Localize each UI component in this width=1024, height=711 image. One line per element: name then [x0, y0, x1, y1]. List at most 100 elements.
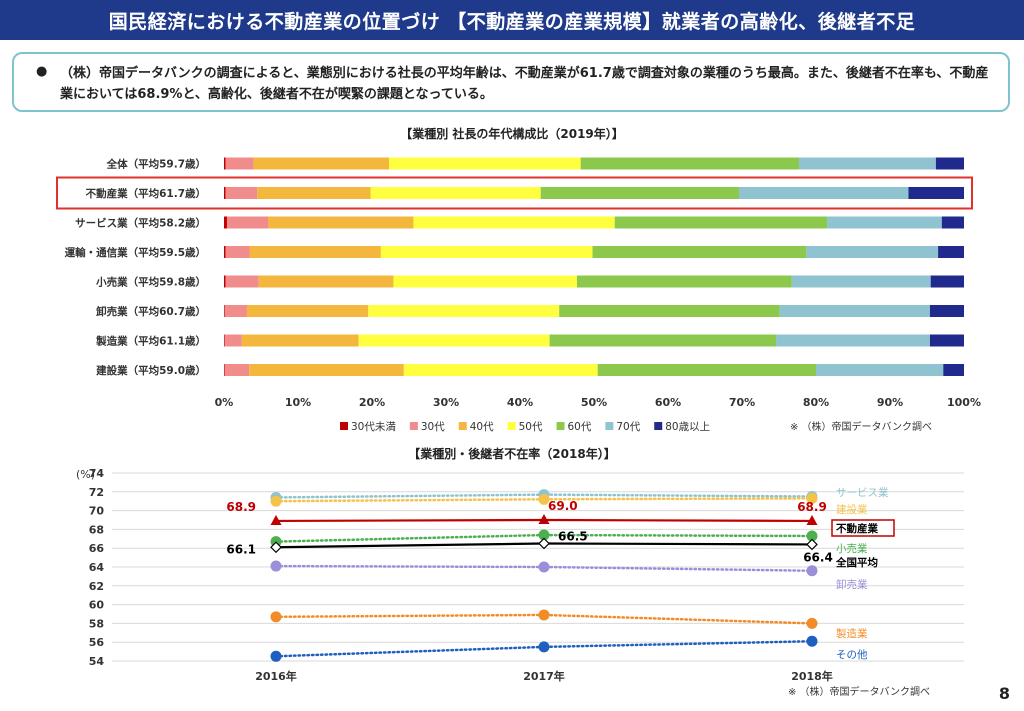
data-point [538, 609, 550, 621]
bar-segment [226, 216, 269, 229]
bar-segment [941, 216, 964, 229]
legend-swatch [507, 422, 516, 430]
bar-segment [559, 305, 780, 317]
bar-segment [798, 157, 936, 170]
bar-segment [930, 275, 964, 288]
data-label: 66.4 [803, 550, 833, 564]
bar-segment [224, 246, 226, 258]
data-point [538, 529, 550, 541]
category-label: 製造業（平均61.1歳） [95, 335, 206, 348]
highlight-frame [831, 519, 895, 537]
x-tick-label: 100% [947, 396, 981, 409]
series-label: 不動産業 [836, 522, 878, 535]
bar-segment [614, 216, 828, 229]
x-tick-label: 30% [433, 396, 459, 409]
category-label: 建設業（平均59.0歳） [95, 364, 206, 377]
data-point [806, 514, 818, 525]
series-label: サービス業 [836, 486, 889, 499]
bar-segment [224, 334, 242, 347]
bar-segment [225, 275, 259, 288]
bar-segment [549, 334, 777, 347]
bar-segment [791, 275, 931, 288]
data-point [270, 611, 282, 623]
x-tick-label: 0% [215, 396, 234, 409]
bar-segment [241, 334, 359, 347]
legend-swatch [654, 422, 663, 430]
bar-segment [739, 187, 909, 199]
bar-segment [389, 157, 581, 170]
summary-note: ● （株）帝国データバンクの調査によると、業態別における社長の平均年齢は、不動産… [12, 52, 1010, 112]
legend-label: 40代 [470, 421, 494, 433]
bar-segment [225, 157, 254, 170]
y-tick-label: 68 [89, 523, 104, 536]
category-label: 全体（平均59.7歳） [106, 158, 206, 171]
data-point [538, 537, 550, 550]
y-tick-label: 72 [89, 486, 104, 499]
x-tick-label: 40% [507, 396, 533, 409]
bar-segment [592, 246, 807, 258]
x-tick-label: 2017年 [523, 669, 565, 683]
bar-segment [253, 157, 390, 170]
data-point [270, 650, 282, 662]
bar-segment [806, 246, 939, 258]
chart2-title: 【業種別・後継者不在率（2018年）】 [408, 446, 615, 461]
series-label: 製造業 [836, 627, 868, 640]
page-title: 国民経済における不動産業の位置づけ 【不動産業の産業規模】就業者の高齢化、後継者… [108, 10, 916, 33]
data-point [538, 561, 550, 573]
x-tick-label: 2016年 [255, 669, 297, 683]
series-label: 卸売業 [836, 578, 868, 591]
bar-segment [224, 216, 227, 229]
legend-swatch [340, 422, 348, 430]
data-point [270, 495, 282, 507]
bar-segment [224, 187, 226, 199]
category-label: 運輸・通信業（平均59.5歳） [65, 246, 206, 259]
bar-segment [393, 275, 577, 288]
category-label: サービス業（平均58.2歳） [75, 217, 206, 230]
bar-segment [224, 157, 226, 170]
bar-segment [225, 246, 250, 258]
age-composition-chart: 【業種別 社長の年代構成比（2019年）】全体（平均59.7歳） 不動産業（平均6… [56, 126, 981, 433]
series-label: 小売業 [836, 542, 868, 555]
bar-segment [816, 364, 944, 376]
bar-segment [246, 305, 369, 317]
data-label: 68.9 [797, 500, 827, 514]
bar-segment [929, 305, 964, 317]
y-tick-label: 64 [89, 561, 105, 574]
y-tick-label: 70 [89, 505, 105, 518]
series-label: その他 [836, 648, 868, 661]
y-tick-label: 54 [89, 655, 105, 668]
legend-swatch [556, 422, 565, 430]
series-label: 建設業 [836, 503, 868, 516]
y-tick-label: 60 [89, 599, 105, 612]
data-point [538, 493, 550, 505]
data-label: 66.1 [226, 542, 256, 556]
bar-segment [943, 364, 964, 376]
bar-segment [224, 275, 226, 288]
category-label: 卸売業（平均60.7歳） [96, 305, 206, 318]
bar-segment [224, 364, 250, 376]
data-point [806, 635, 818, 647]
data-point [270, 514, 282, 525]
legend-swatch [605, 422, 614, 430]
y-axis-label: (%) [76, 468, 95, 481]
y-tick-label: 56 [89, 636, 105, 649]
legend-label: 50代 [519, 421, 543, 433]
bullet-icon: ● [36, 64, 48, 79]
data-point [538, 641, 550, 653]
legend-swatch [458, 422, 467, 430]
data-point [270, 560, 282, 572]
bar-segment [776, 334, 930, 347]
bar-segment [540, 187, 740, 199]
bar-segment [580, 157, 799, 170]
bar-segment [224, 364, 225, 376]
x-tick-label: 80% [803, 396, 829, 409]
legend-label: 70代 [616, 421, 640, 433]
bar-segment [380, 246, 593, 258]
bar-segment [224, 305, 225, 317]
data-label: 66.5 [558, 530, 588, 544]
x-tick-label: 50% [581, 396, 607, 409]
title-bar: 国民経済における不動産業の位置づけ 【不動産業の産業規模】就業者の高齢化、後継者… [0, 0, 1024, 40]
legend-label: 60代 [568, 421, 592, 433]
page-number: 8 [998, 684, 1010, 703]
bar-segment [268, 216, 414, 229]
